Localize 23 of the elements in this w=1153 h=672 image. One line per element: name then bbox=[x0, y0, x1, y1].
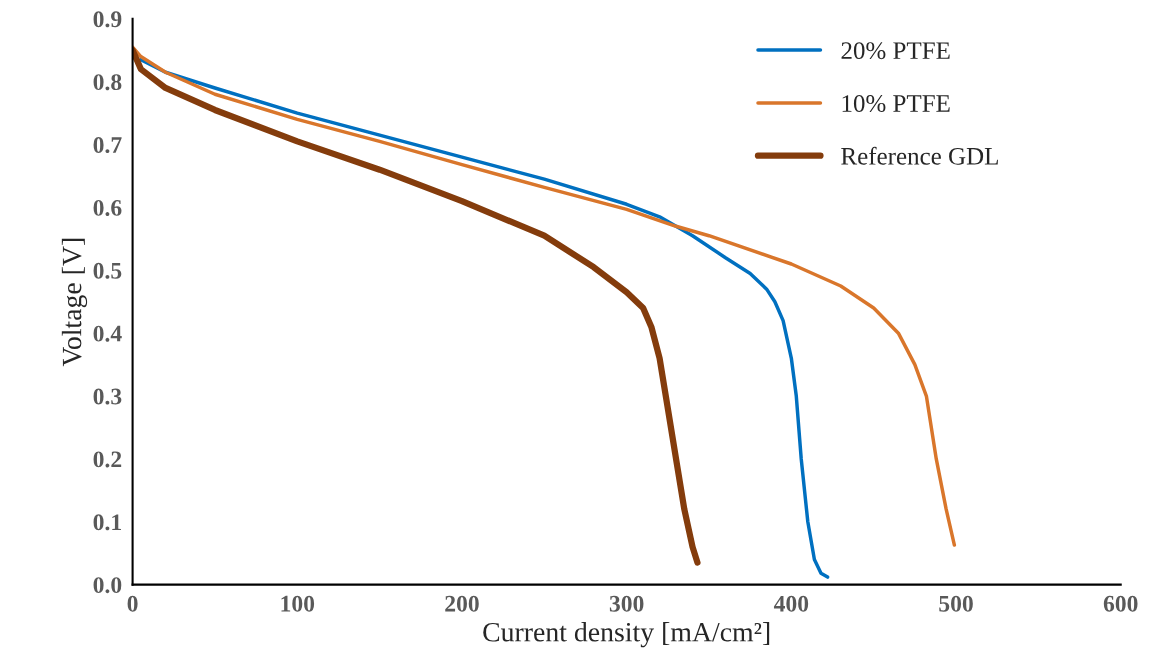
legend-label: 20% PTFE bbox=[841, 42, 950, 60]
x-axis-title: Current density [mA/cm²] bbox=[483, 622, 770, 648]
legend-label: 10% PTFE bbox=[842, 95, 950, 112]
y-tick-label: 0.7 bbox=[93, 137, 122, 154]
y-tick-label: 0.2 bbox=[93, 451, 122, 468]
x-tick-label: 300 bbox=[609, 595, 644, 612]
y-tick-label: 0.1 bbox=[93, 514, 121, 531]
y-tick-label: 0.5 bbox=[93, 262, 122, 279]
line-series bbox=[139, 57, 830, 579]
y-tick-label: 0.6 bbox=[93, 199, 122, 216]
x-tick-label: 0 bbox=[127, 595, 138, 612]
x-tick-label: 600 bbox=[1103, 595, 1138, 612]
y-tick-label: 0.4 bbox=[93, 325, 122, 342]
y-tick-label: 0.0 bbox=[93, 577, 122, 594]
x-tick-label: 200 bbox=[445, 595, 479, 612]
legend-label: Reference GDL bbox=[841, 146, 998, 165]
x-tick-label: 400 bbox=[773, 595, 809, 612]
x-tick-label: 500 bbox=[939, 595, 973, 612]
y-axis-title: Voltage [V] bbox=[61, 238, 88, 367]
y-tick-label: 0.9 bbox=[93, 11, 122, 28]
y-tick-label: 0.8 bbox=[93, 74, 122, 91]
y-tick-label: 0.3 bbox=[93, 388, 122, 405]
x-tick-label: 100 bbox=[281, 595, 315, 612]
